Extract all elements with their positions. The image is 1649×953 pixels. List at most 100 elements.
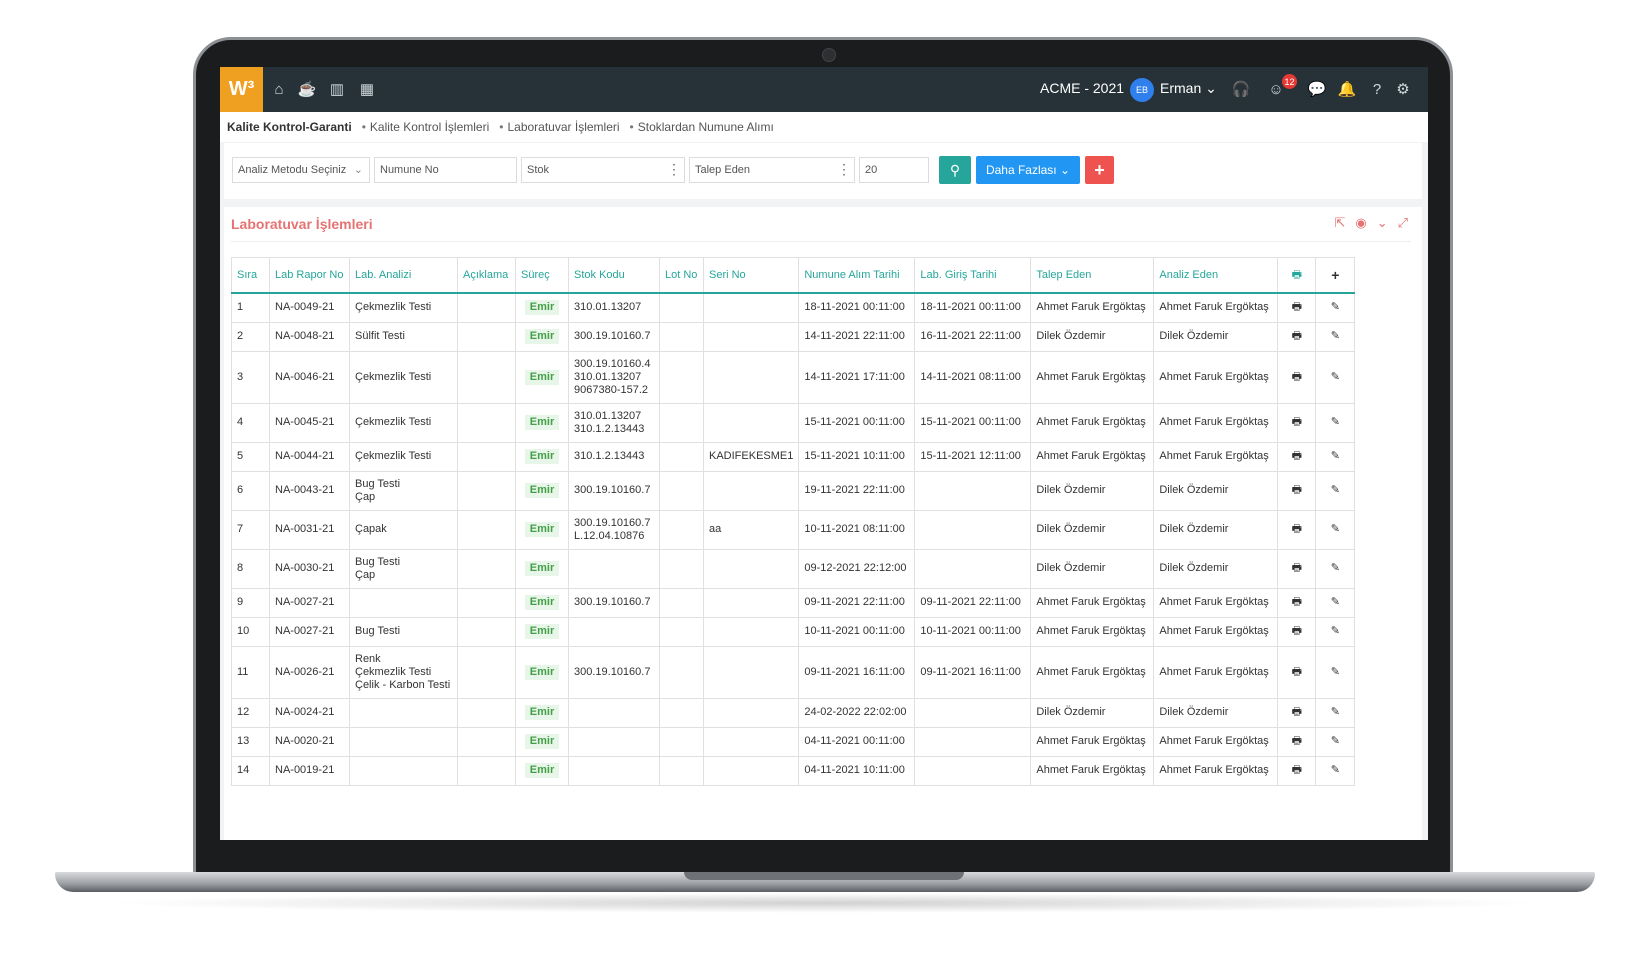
edit-icon[interactable]: ✎ [1315, 441, 1356, 472]
edit-icon[interactable]: ✎ [1315, 755, 1356, 786]
analysis-method-select[interactable]: Analiz Metodu Seçiniz ⌄ [232, 157, 370, 183]
description [457, 697, 516, 728]
company-selector[interactable]: ACME - 2021 [1040, 80, 1125, 96]
breadcrumb-item[interactable]: Laboratuvar İşlemleri [499, 120, 619, 134]
chat-icon[interactable]: 💬 [1307, 81, 1327, 98]
table-row[interactable]: 6 NA-0043-21 Bug Testi Çap Emir 300.19.10160.… [231, 470, 1356, 511]
edit-icon[interactable]: ✎ [1315, 587, 1356, 618]
description [457, 321, 516, 352]
edit-icon[interactable]: ✎ [1315, 726, 1356, 757]
column-header[interactable]: Stok Kodu [568, 257, 660, 294]
column-header[interactable]: Analiz Eden [1153, 257, 1279, 294]
column-header[interactable]: Lab Rapor No [269, 257, 350, 294]
lab-entry-date: 09-11-2021 16:11:00 [914, 645, 1032, 699]
table-row[interactable]: 11 NA-0026-21 Renk Çekmezlik Testi Çelik - K… [231, 645, 1356, 699]
requester-input[interactable]: Talep Eden ⋮ [689, 157, 855, 183]
home-icon[interactable]: ⌂ [274, 80, 284, 98]
chevron-down-icon[interactable]: ⌄ [1376, 215, 1388, 230]
more-vertical-icon[interactable]: ⋮ [837, 161, 851, 177]
column-header[interactable]: Sıra [231, 257, 270, 294]
table-row[interactable]: 10 NA-0027-21 Bug Testi Emir 10-11-2021 00:1… [231, 616, 1356, 647]
print-icon[interactable]: 🖶 [1277, 697, 1317, 728]
table-row[interactable]: 8 NA-0030-21 Bug Testi Çap Emir 09-12-2021 22… [231, 548, 1356, 589]
lab-report-no: NA-0049-21 [269, 292, 350, 323]
print-icon[interactable]: 🖶 [1277, 402, 1317, 443]
print-icon[interactable]: 🖶 [1277, 350, 1317, 404]
edit-icon[interactable]: ✎ [1315, 509, 1356, 550]
breadcrumb-item[interactable]: Stoklardan Numune Alımı [630, 120, 774, 134]
lot-no [659, 441, 704, 472]
table-row[interactable]: 3 NA-0046-21 Çekmezlik Testi Emir 300.19.101… [231, 350, 1356, 404]
print-icon[interactable]: 🖶 [1277, 755, 1317, 786]
edit-icon[interactable]: ✎ [1315, 321, 1356, 352]
print-icon[interactable]: 🖶 [1277, 726, 1317, 757]
row-number: 6 [231, 470, 270, 511]
column-header[interactable]: Açıklama [457, 257, 516, 294]
table-row[interactable]: 7 NA-0031-21 Çapak Emir 300.19.10160.7 L.12.0… [231, 509, 1356, 550]
expand-icon[interactable]: ⤢ [1397, 215, 1408, 230]
table-row[interactable]: 4 NA-0045-21 Çekmezlik Testi Emir 310.01.132… [231, 402, 1356, 443]
more-vertical-icon[interactable]: ⋮ [667, 161, 681, 177]
app-logo[interactable]: W³ [220, 67, 263, 112]
print-all-icon[interactable]: 🖶 [1277, 257, 1317, 294]
column-header[interactable]: Talep Eden [1030, 257, 1155, 294]
table-row[interactable]: 9 NA-0027-21 Emir 300.19.10160.7 09-11-2021 … [231, 587, 1356, 618]
column-header[interactable]: Süreç [515, 257, 569, 294]
add-button[interactable]: + [1085, 156, 1114, 184]
breadcrumb-root[interactable]: Kalite Kontrol-Garanti [227, 120, 352, 134]
column-header[interactable]: Lab. Giriş Tarihi [914, 257, 1032, 294]
gear-icon[interactable]: ⚙ [1396, 81, 1410, 98]
print-icon[interactable]: 🖶 [1277, 548, 1317, 589]
description [457, 509, 516, 550]
page-size-input[interactable]: 20 [859, 157, 929, 183]
print-icon[interactable]: 🖶 [1277, 587, 1317, 618]
headset-icon[interactable]: 🎧 [1231, 81, 1251, 98]
process-cell: Emir [515, 470, 569, 511]
help-icon[interactable]: ? [1372, 80, 1382, 98]
column-header[interactable]: Numune Alım Tarihi [798, 257, 916, 294]
avatar[interactable]: EB [1130, 78, 1154, 102]
edit-icon[interactable]: ✎ [1315, 350, 1356, 404]
edit-icon[interactable]: ✎ [1315, 548, 1356, 589]
column-header[interactable]: Seri No [702, 257, 800, 294]
table-row[interactable]: 1 NA-0049-21 Çekmezlik Testi Emir 310.01.132… [231, 292, 1356, 323]
stock-input[interactable]: Stok ⋮ [521, 157, 685, 183]
process-cell: Emir [515, 321, 569, 352]
print-icon[interactable]: 🖶 [1277, 509, 1317, 550]
column-header[interactable]: Lab. Analizi [349, 257, 458, 294]
lab-entry-date [914, 755, 1032, 786]
table-row[interactable]: 14 NA-0019-21 Emir 04-11-2021 10:11:00 Ahmet… [231, 755, 1356, 786]
table-row[interactable]: 5 NA-0044-21 Çekmezlik Testi Emir 310.1.2.13… [231, 441, 1356, 472]
table-row[interactable]: 2 NA-0048-21 Sülfit Testi Emir 300.19.10160.… [231, 321, 1356, 352]
more-button[interactable]: Daha Fazlası ⌄ [976, 156, 1080, 184]
user-menu[interactable]: Erman ⌄ [1160, 80, 1217, 97]
breadcrumb-item[interactable]: Kalite Kontrol İşlemleri [362, 120, 489, 134]
print-icon[interactable]: 🖶 [1277, 441, 1317, 472]
print-icon[interactable]: 🖶 [1277, 292, 1317, 323]
sample-no-input[interactable]: Numune No [374, 157, 517, 183]
eye-icon[interactable]: ◉ [1355, 215, 1367, 230]
edit-icon[interactable]: ✎ [1315, 470, 1356, 511]
edit-icon[interactable]: ✎ [1315, 645, 1356, 699]
coffee-icon[interactable]: ☕ [297, 81, 317, 98]
print-icon[interactable]: 🖶 [1277, 645, 1317, 699]
lab-analysis-line: Çapak [355, 523, 387, 535]
export-icon[interactable]: ⇱ [1334, 215, 1346, 230]
calendar-icon[interactable]: ▦ [359, 81, 375, 98]
edit-icon[interactable]: ✎ [1315, 616, 1356, 647]
bell-icon[interactable]: 🔔 [1337, 81, 1357, 98]
edit-icon[interactable]: ✎ [1315, 697, 1356, 728]
analyst: Ahmet Faruk Ergöktaş [1153, 292, 1279, 323]
print-icon[interactable]: 🖶 [1277, 470, 1317, 511]
table-row[interactable]: 13 NA-0020-21 Emir 04-11-2021 00:11:00 Ahmet… [231, 726, 1356, 757]
print-icon[interactable]: 🖶 [1277, 321, 1317, 352]
chart-icon[interactable]: ▥ [329, 81, 345, 98]
print-icon[interactable]: 🖶 [1277, 616, 1317, 647]
add-row-button[interactable]: + [1315, 257, 1356, 294]
search-button[interactable]: ⚲ [939, 156, 971, 184]
smile-icon[interactable]: ☺ [1268, 80, 1284, 98]
table-row[interactable]: 12 NA-0024-21 Emir 24-02-2022 22:02:00 Dilek… [231, 697, 1356, 728]
edit-icon[interactable]: ✎ [1315, 292, 1356, 323]
edit-icon[interactable]: ✎ [1315, 402, 1356, 443]
column-header[interactable]: Lot No [659, 257, 704, 294]
